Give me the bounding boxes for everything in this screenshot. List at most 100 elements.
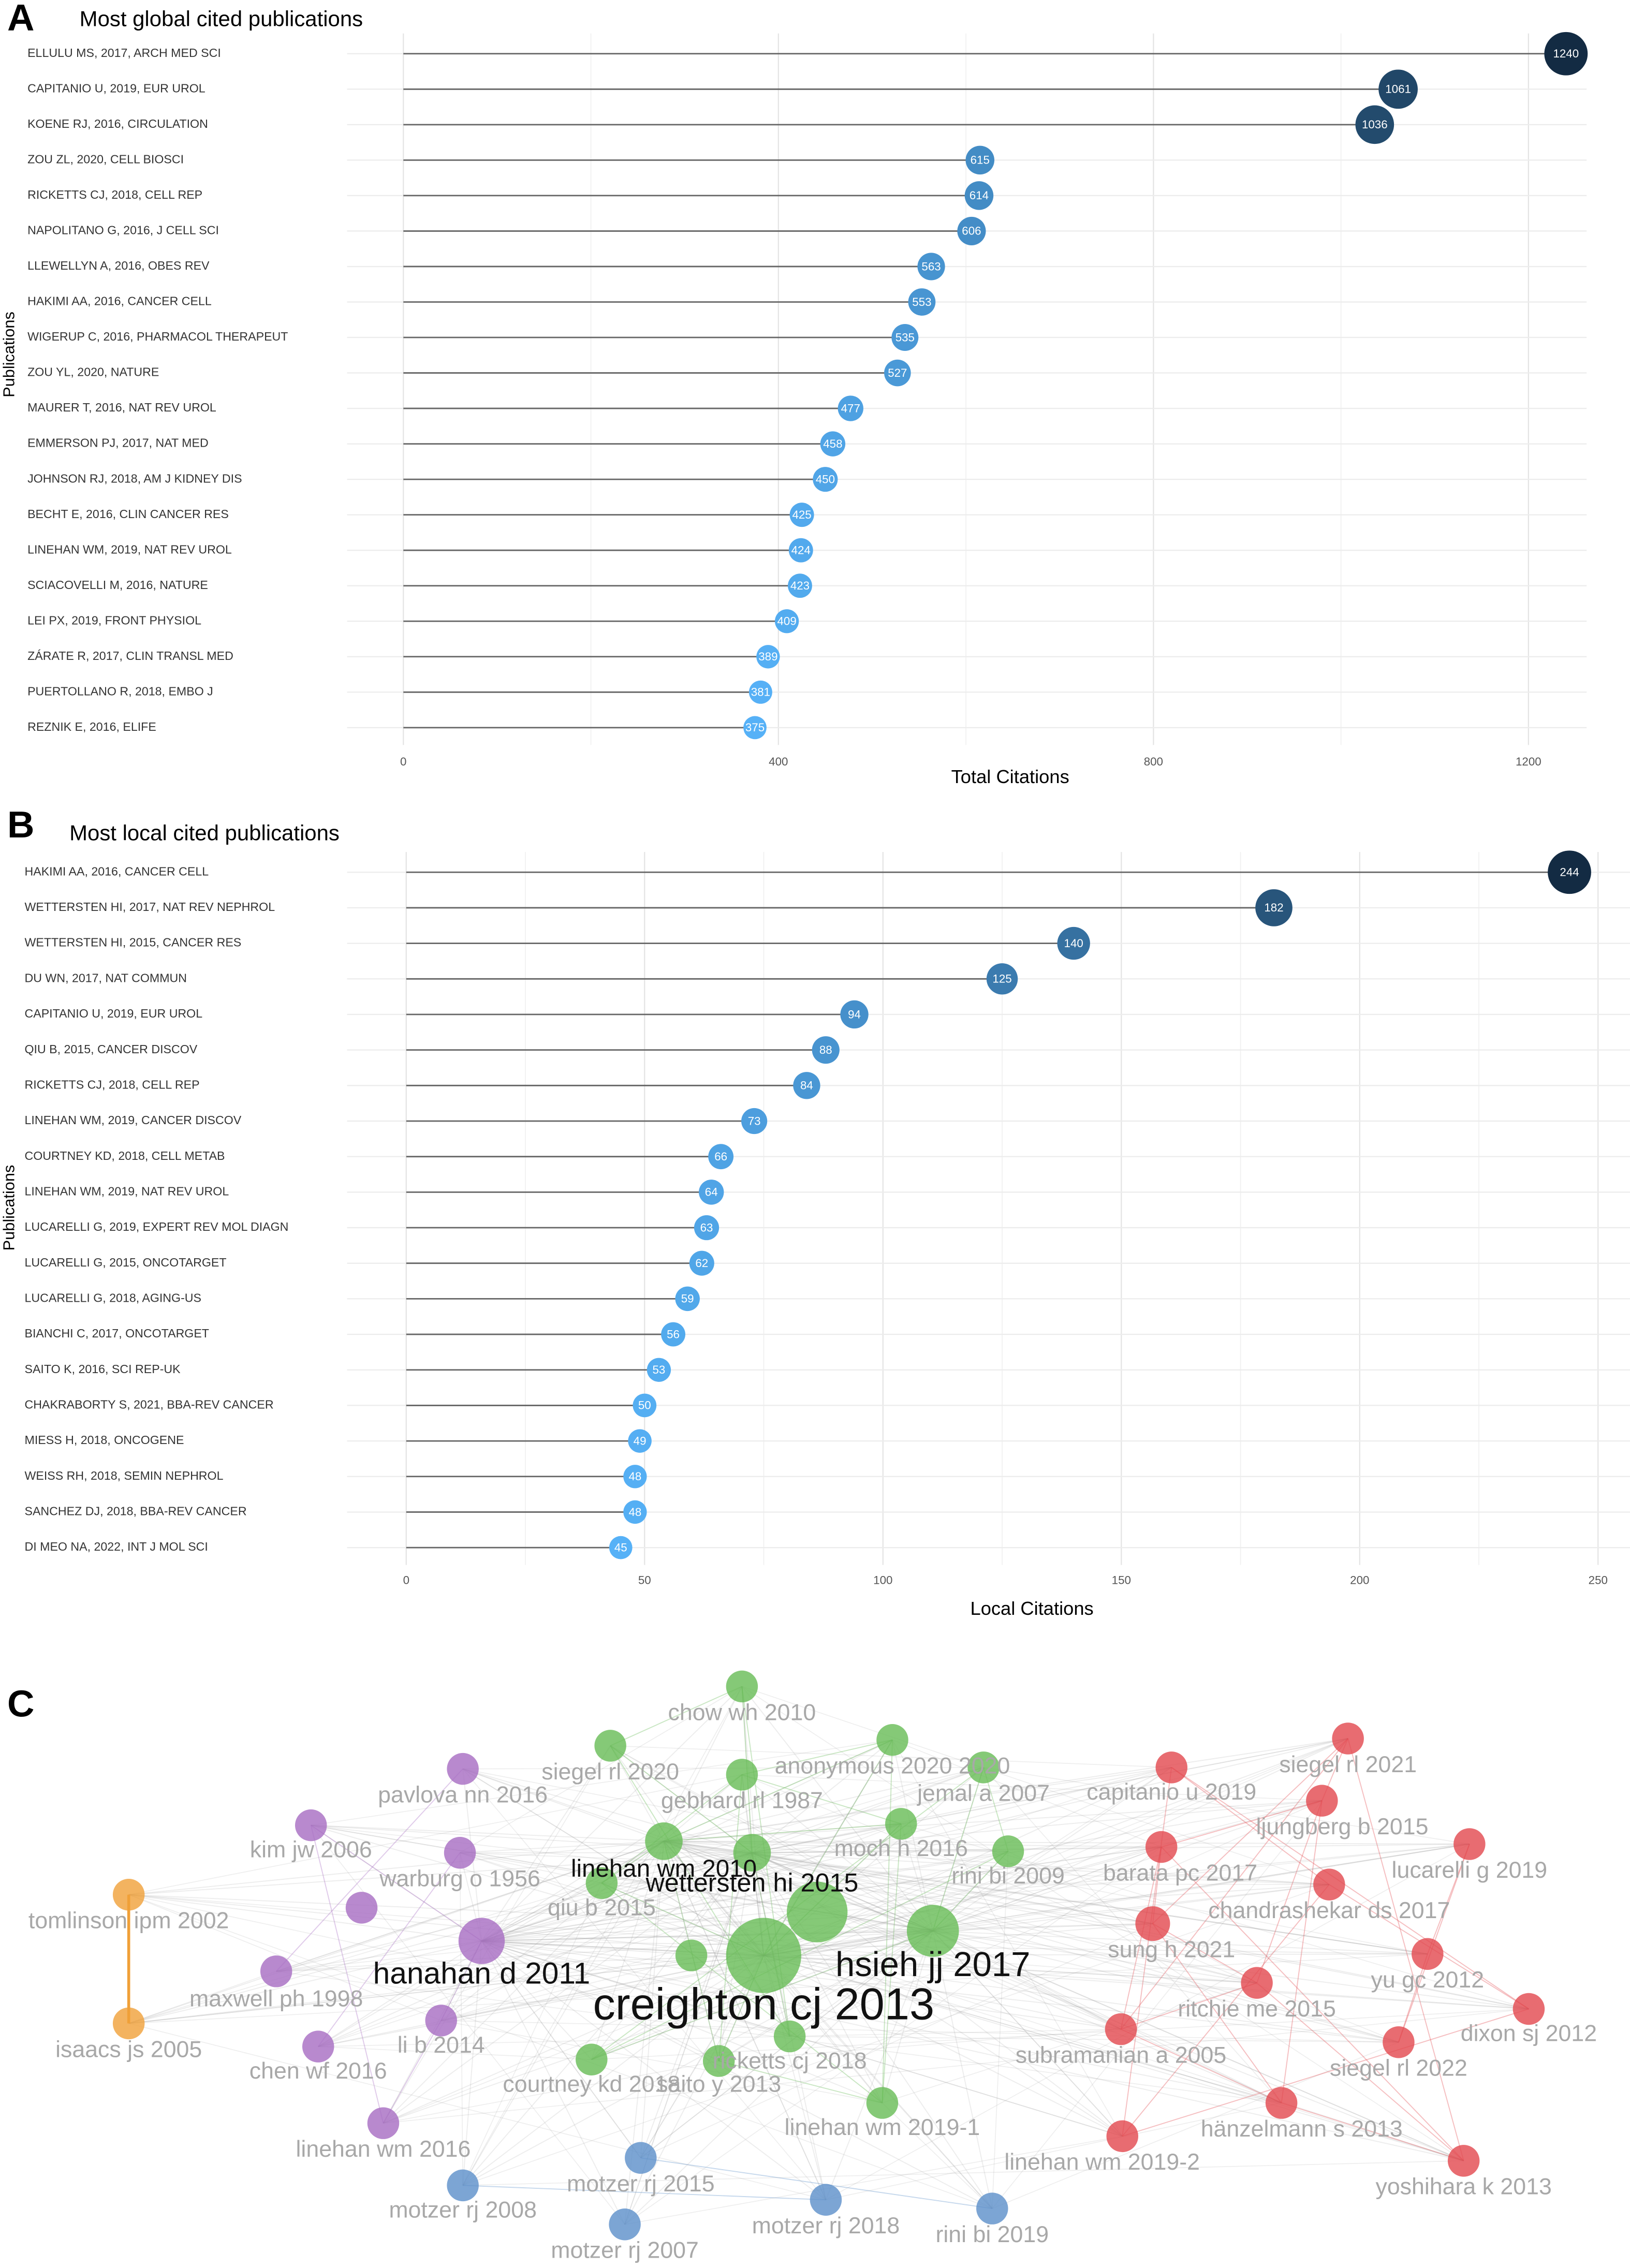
dot (661, 1322, 685, 1347)
edge (718, 1774, 743, 2061)
y-tick-label: ZÁRATE R, 2017, CLIN TRANSL MED (27, 649, 233, 662)
edge (276, 1840, 664, 1972)
dot (840, 1000, 869, 1029)
edge (763, 1843, 1470, 1956)
node (726, 1918, 801, 1993)
node-label: anonymous 2020 2020 (775, 1754, 1010, 1779)
edge (481, 1766, 984, 1942)
edge (481, 1686, 743, 1941)
edge (462, 1769, 827, 2200)
y-tick-label: JOHNSON RJ, 2018, AM J KIDNEY DIS (27, 472, 242, 485)
node (645, 1822, 683, 1860)
edge (441, 2020, 1399, 2043)
value-label: 140 (1064, 937, 1083, 950)
value-label: 606 (962, 225, 981, 238)
edge (933, 1843, 1470, 1932)
edge (1347, 1738, 1464, 2161)
edge (664, 1840, 1329, 1886)
value-label: 62 (695, 1257, 708, 1270)
edge (481, 1940, 641, 2158)
edge (481, 1940, 1121, 2030)
node (675, 1939, 708, 1971)
edge (460, 1852, 1329, 1885)
node (1313, 1868, 1345, 1901)
edge (933, 1884, 1329, 1932)
x-tick-label: 0 (403, 1573, 409, 1586)
edge (311, 1824, 482, 1941)
edge (462, 1884, 1330, 2186)
value-label: 527 (888, 366, 907, 379)
edge (481, 1739, 893, 1942)
node (787, 1881, 848, 1942)
edge (932, 1738, 1348, 1932)
value-label: 381 (751, 686, 770, 699)
value-label: 53 (652, 1363, 665, 1376)
edge (128, 1852, 753, 2024)
edge (1281, 1800, 1323, 2103)
value-label: 59 (681, 1292, 694, 1305)
edge (276, 1852, 753, 1972)
node-label: linehan wm 2010 (571, 1855, 757, 1882)
edge (481, 1930, 933, 1942)
edge (462, 1840, 665, 2186)
node (1332, 1722, 1364, 1755)
edge (1120, 1847, 1162, 2029)
dot (986, 963, 1018, 995)
dot (774, 609, 799, 634)
dot (957, 216, 986, 246)
edge (481, 1766, 1172, 1942)
edge (640, 1852, 753, 2158)
node-label: motzer rj 2018 (752, 2213, 900, 2238)
y-tick-label: LEI PX, 2019, FRONT PHYSIOL (27, 613, 201, 627)
value-label: 84 (800, 1079, 813, 1092)
edge (932, 1846, 1162, 1932)
edge (310, 1825, 384, 2124)
node (425, 2005, 457, 2037)
edge (752, 1843, 1470, 1853)
edge (601, 1882, 883, 2103)
node-label: siegel rl 2020 (541, 1759, 679, 1785)
edge (128, 1840, 664, 2024)
edge (741, 1686, 933, 1932)
edge (789, 1930, 933, 2037)
node-label: courtney kd 2018 (503, 2071, 680, 2097)
edge (763, 1923, 1153, 1956)
edge (763, 1955, 1121, 2030)
panel-label: B (7, 804, 34, 846)
edge (128, 1840, 664, 1895)
node (625, 2142, 657, 2174)
node (585, 1867, 618, 1899)
edge (752, 1800, 1322, 1853)
edge (128, 1852, 753, 1895)
y-tick-label: WETTERSTEN HI, 2017, NAT REV NEPHROL (25, 900, 275, 914)
edge (983, 1767, 1470, 1845)
edge (463, 2185, 826, 2201)
edge (128, 1894, 764, 1956)
y-tick-label: NAPOLITANO G, 2016, J CELL SCI (27, 224, 219, 237)
edge (752, 1766, 1172, 1853)
edge (882, 1931, 934, 2103)
edge (992, 1800, 1323, 2209)
node-label: linehan wm 2019-2 (1004, 2149, 1200, 2175)
edge (311, 1824, 764, 1956)
value-label: 424 (791, 543, 811, 556)
value-label: 458 (823, 437, 842, 450)
edge (763, 1955, 1282, 2104)
y-tick-label: BIANCHI C, 2017, ONCOTARGET (25, 1327, 209, 1340)
y-tick-label: ZOU YL, 2020, NATURE (27, 365, 159, 379)
edge (276, 1940, 482, 1972)
dot (743, 716, 767, 740)
x-tick-label: 250 (1589, 1573, 1608, 1586)
edge (441, 2020, 883, 2103)
x-tick-label: 400 (769, 755, 788, 768)
node (367, 2107, 400, 2139)
x-axis-label: Total Citations (951, 766, 1069, 787)
dot (675, 1286, 700, 1312)
edge (462, 1768, 764, 1956)
edge (459, 1852, 463, 2186)
node-label: isaacs js 2005 (55, 2037, 202, 2062)
edge (752, 1852, 1399, 2043)
edge (441, 1800, 1323, 2021)
y-tick-label: DI MEO NA, 2022, INT J MOL SCI (25, 1540, 208, 1553)
edge (460, 1852, 1464, 2161)
